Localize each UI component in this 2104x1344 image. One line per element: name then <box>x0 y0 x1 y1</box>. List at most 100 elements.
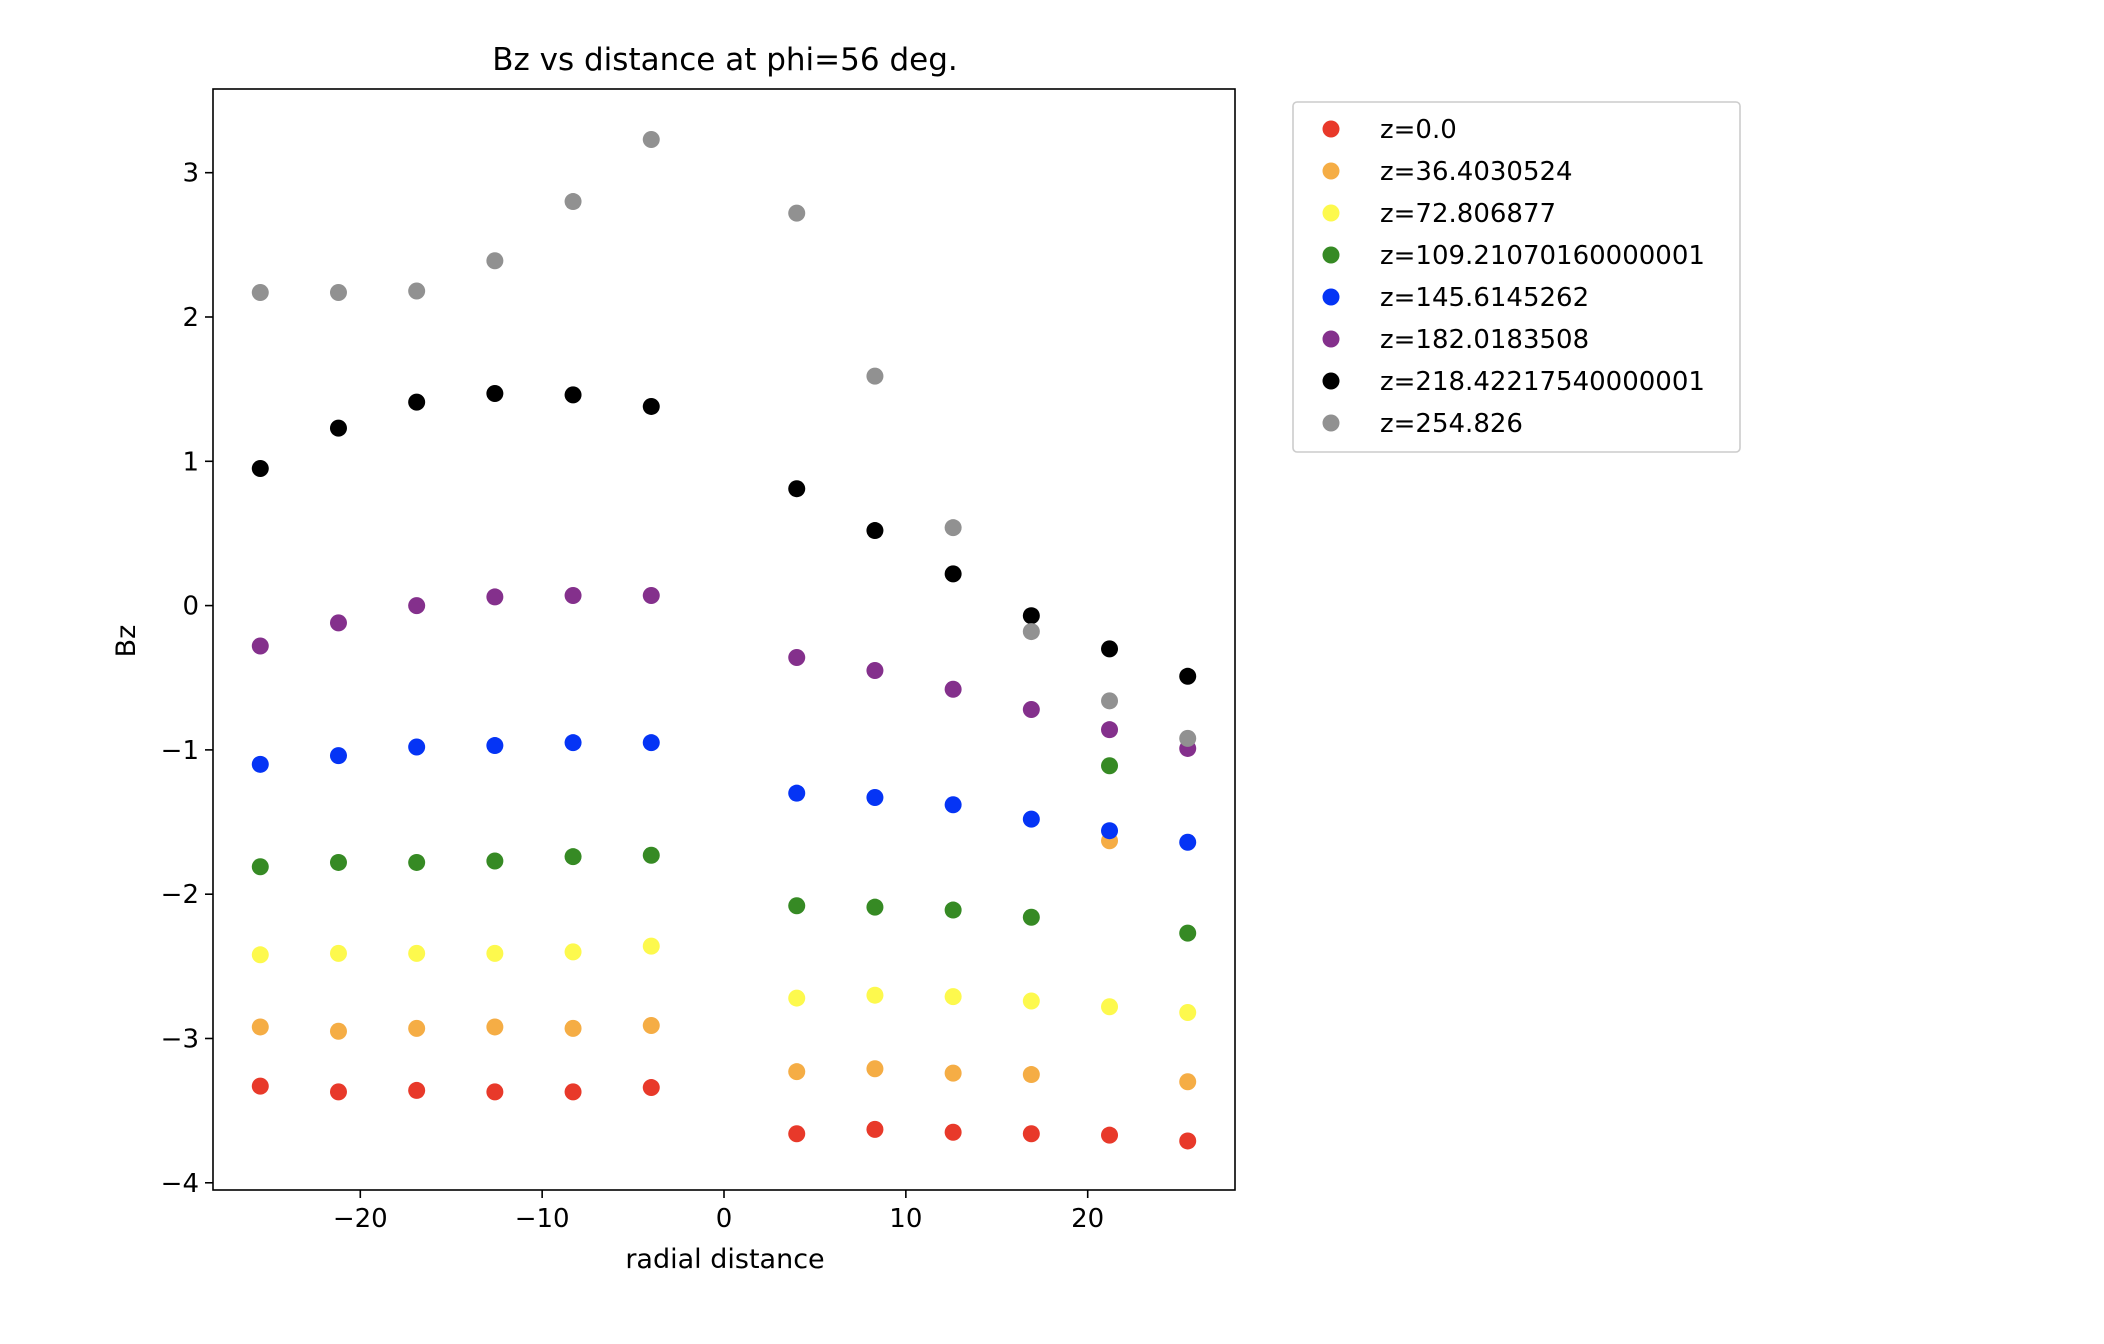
data-point-series-0 <box>486 1083 504 1101</box>
data-point-series-6 <box>642 397 660 415</box>
data-point-series-2 <box>564 943 582 961</box>
legend-marker <box>1322 162 1340 180</box>
data-point-series-0 <box>866 1120 884 1138</box>
data-point-series-0 <box>564 1083 582 1101</box>
data-point-series-1 <box>408 1019 426 1037</box>
x-tick-label: 10 <box>889 1204 922 1234</box>
legend-label: z=182.0183508 <box>1380 325 1589 355</box>
data-point-series-2 <box>329 944 347 962</box>
data-point-series-3 <box>1101 757 1119 775</box>
data-point-extra <box>788 204 806 222</box>
data-point-series-0 <box>944 1123 962 1141</box>
data-point-series-6 <box>408 393 426 411</box>
data-point-series-6 <box>944 565 962 583</box>
y-tick-label: −2 <box>161 880 199 910</box>
data-point-series-0 <box>1101 1126 1119 1144</box>
data-point-series-0 <box>788 1125 806 1143</box>
data-point-series-0 <box>329 1083 347 1101</box>
data-point-series-1 <box>1022 1066 1040 1084</box>
data-point-series-6 <box>1101 640 1119 658</box>
data-point-series-5 <box>329 614 347 632</box>
data-point-series-3 <box>1022 908 1040 926</box>
data-point-series-4 <box>788 784 806 802</box>
legend-marker <box>1322 246 1340 264</box>
data-point-series-5 <box>866 662 884 680</box>
legend-label: z=254.826 <box>1380 409 1523 439</box>
data-point-series-2 <box>1101 998 1119 1016</box>
data-point-series-3 <box>642 846 660 864</box>
legend-marker <box>1322 288 1340 306</box>
legend-label: z=0.0 <box>1380 115 1457 145</box>
data-point-series-1 <box>329 1022 347 1040</box>
x-tick-label: −10 <box>515 1204 570 1234</box>
data-point-series-6 <box>329 419 347 437</box>
data-point-series-1 <box>788 1063 806 1081</box>
data-point-series-2 <box>1022 992 1040 1010</box>
data-point-series-4 <box>1179 833 1197 851</box>
data-point-series-3 <box>866 898 884 916</box>
legend-label: z=218.42217540000001 <box>1380 367 1705 397</box>
data-point-series-4 <box>642 734 660 752</box>
data-point-series-1 <box>564 1019 582 1037</box>
data-point-series-3 <box>486 852 504 870</box>
plot-frame <box>212 88 1236 1191</box>
data-point-series-1 <box>866 1060 884 1078</box>
data-point-series-2 <box>944 988 962 1006</box>
data-point-series-0 <box>1179 1132 1197 1150</box>
data-point-series-4 <box>1022 810 1040 828</box>
data-point-series-5 <box>788 649 806 667</box>
data-point-series-7 <box>408 282 426 300</box>
data-point-series-2 <box>251 946 269 964</box>
legend-marker <box>1322 120 1340 138</box>
data-point-series-2 <box>642 937 660 955</box>
data-point-series-3 <box>1179 924 1197 942</box>
data-point-series-4 <box>329 747 347 765</box>
chart-title: Bz vs distance at phi=56 deg. <box>492 42 957 78</box>
data-point-series-2 <box>788 989 806 1007</box>
data-point-series-7 <box>642 131 660 149</box>
data-point-series-3 <box>408 853 426 871</box>
y-tick-label: −4 <box>161 1169 199 1199</box>
data-point-series-5 <box>1101 721 1119 739</box>
legend-box <box>1292 101 1741 453</box>
data-point-series-7 <box>1179 729 1197 747</box>
data-point-series-2 <box>486 944 504 962</box>
data-point-series-7 <box>1101 692 1119 710</box>
y-axis-label: Bz <box>111 625 142 658</box>
data-point-series-0 <box>642 1079 660 1097</box>
data-point-series-1 <box>642 1016 660 1034</box>
data-point-series-2 <box>866 986 884 1004</box>
legend-label: z=36.4030524 <box>1380 157 1573 187</box>
data-point-series-3 <box>251 858 269 876</box>
data-point-series-5 <box>251 637 269 655</box>
data-point-series-6 <box>1022 607 1040 625</box>
data-point-series-6 <box>866 522 884 540</box>
data-point-series-2 <box>1179 1004 1197 1022</box>
data-point-series-1 <box>944 1064 962 1082</box>
legend-label: z=145.6145262 <box>1380 283 1589 313</box>
data-point-series-4 <box>486 737 504 755</box>
data-point-series-5 <box>1022 700 1040 718</box>
y-tick-label: 0 <box>182 592 199 622</box>
x-tick-label: 0 <box>716 1204 733 1234</box>
legend-label: z=109.21070160000001 <box>1380 241 1705 271</box>
data-point-series-7 <box>944 519 962 537</box>
data-point-series-0 <box>251 1077 269 1095</box>
x-tick-label: 20 <box>1071 1204 1104 1234</box>
data-point-series-5 <box>642 586 660 604</box>
data-point-series-7 <box>1022 623 1040 641</box>
legend: z=0.0 z=36.4030524 z=72.806877 z=109.210701… <box>1292 101 1741 453</box>
y-tick-label: −3 <box>161 1024 199 1054</box>
data-point-series-7 <box>486 252 504 270</box>
data-point-series-5 <box>486 588 504 606</box>
legend-marker <box>1322 204 1340 222</box>
data-point-series-6 <box>788 480 806 498</box>
data-point-series-0 <box>408 1081 426 1099</box>
data-point-series-1 <box>251 1018 269 1036</box>
data-point-series-5 <box>944 680 962 698</box>
data-point-series-7 <box>564 193 582 211</box>
data-point-series-4 <box>944 796 962 814</box>
data-point-series-7 <box>329 283 347 301</box>
